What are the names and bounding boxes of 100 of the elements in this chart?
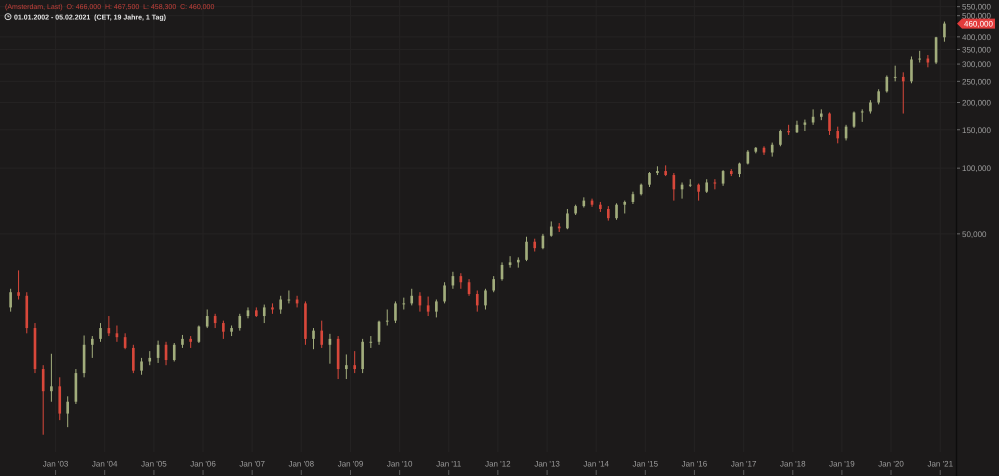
candlestick xyxy=(910,56,913,84)
x-tick-label: Jan '03 xyxy=(42,460,69,468)
candlestick xyxy=(418,292,422,312)
x-tick-label: Jan '08 xyxy=(288,460,315,468)
candlestick xyxy=(779,129,782,147)
candlestick xyxy=(550,220,553,238)
x-tick-label: Jan '11 xyxy=(436,460,462,468)
y-tick-label: 150,000 xyxy=(962,126,992,135)
candlestick xyxy=(688,178,692,188)
x-tick-label: Jan '12 xyxy=(485,460,512,468)
candlestick xyxy=(894,65,896,82)
x-tick-label: Jan '05 xyxy=(141,460,168,468)
candlestick xyxy=(353,350,356,374)
x-tick-label: Jan '19 xyxy=(829,460,856,468)
candlestick xyxy=(312,328,315,350)
candlestick xyxy=(288,290,290,304)
candlestick xyxy=(345,354,348,380)
candlestick xyxy=(632,191,634,205)
candlestick xyxy=(542,233,544,250)
candlestick xyxy=(90,336,94,358)
candlestick xyxy=(132,344,135,374)
candlestick xyxy=(370,336,372,348)
candlestick xyxy=(443,282,446,304)
x-tick-label: Jan '04 xyxy=(92,460,118,468)
x-tick-label: Jan '14 xyxy=(583,460,610,468)
candlestick xyxy=(42,364,45,436)
y-tick-label: 550,000 xyxy=(962,2,992,12)
candlestick xyxy=(697,183,700,202)
x-tick-label: Jan '17 xyxy=(730,460,757,468)
candlestick xyxy=(722,170,724,186)
candlestick xyxy=(271,302,274,314)
candlestick xyxy=(770,142,774,158)
candlestick xyxy=(140,357,143,376)
candlestick xyxy=(787,124,790,136)
candlestick xyxy=(108,316,110,337)
candlestick xyxy=(869,100,872,114)
candlestick xyxy=(648,172,651,188)
candlestick xyxy=(148,350,152,366)
candlestick xyxy=(172,342,176,362)
candlestick xyxy=(828,112,831,136)
x-tick-label: Jan '09 xyxy=(338,460,364,468)
candlestick xyxy=(664,164,667,177)
x-tick-label: Jan '13 xyxy=(534,460,560,468)
candlestick xyxy=(394,300,397,324)
candlestick xyxy=(607,206,610,222)
candlestick xyxy=(812,108,814,126)
candlestick xyxy=(926,54,930,68)
candlestick xyxy=(836,126,840,144)
candlestick xyxy=(189,336,192,348)
candlestick xyxy=(164,341,168,366)
candlestick xyxy=(516,256,520,268)
candlestick xyxy=(238,313,242,332)
candlestick xyxy=(860,108,864,122)
candlestick xyxy=(181,334,184,348)
y-tick-label: 100,000 xyxy=(962,164,992,174)
candlestick xyxy=(615,202,618,220)
y-tick-label: 400,000 xyxy=(962,32,992,42)
candlestick xyxy=(296,295,298,308)
candlestick xyxy=(435,299,438,318)
candlestick xyxy=(9,288,12,312)
candlestick xyxy=(230,325,233,337)
x-tick-label: Jan '07 xyxy=(239,460,266,468)
candlestick xyxy=(156,340,160,364)
candlestick xyxy=(262,304,266,324)
candlestick xyxy=(566,208,569,230)
candlestick xyxy=(206,308,209,329)
candlestick xyxy=(328,333,332,364)
candlestick xyxy=(492,276,495,293)
candlestick xyxy=(902,72,905,114)
candlestick xyxy=(508,256,512,268)
candlestick xyxy=(574,204,577,216)
candlestick xyxy=(468,278,470,296)
candlestick xyxy=(918,50,921,64)
candlestick xyxy=(426,296,430,317)
candlestick xyxy=(99,322,102,342)
candlestick xyxy=(877,88,880,105)
candlestick xyxy=(746,150,750,165)
y-tick-label: 300,000 xyxy=(962,60,992,70)
candlestick xyxy=(460,272,462,290)
candlestick xyxy=(852,110,856,128)
y-tick-label: 500,000 xyxy=(962,12,992,21)
y-tick-label: 250,000 xyxy=(962,77,992,86)
x-tick-label: Jan '06 xyxy=(190,460,216,468)
candlestick xyxy=(804,119,806,132)
x-tick-label: Jan '15 xyxy=(632,460,659,468)
candlestick xyxy=(198,325,200,344)
candlestick xyxy=(796,120,798,134)
candlestick xyxy=(17,270,20,300)
candlestick xyxy=(582,196,586,208)
candlestick xyxy=(124,332,126,350)
candlestick xyxy=(500,262,504,282)
candlestick xyxy=(525,236,528,262)
candlestick xyxy=(402,297,406,310)
candlestick xyxy=(222,320,225,340)
x-tick-label: Jan '21 xyxy=(927,460,954,468)
candlestick xyxy=(886,74,888,94)
y-tick-label: 50,000 xyxy=(962,230,988,239)
candlestick xyxy=(533,238,536,252)
candlestick xyxy=(320,320,324,348)
candlestick xyxy=(378,320,380,346)
